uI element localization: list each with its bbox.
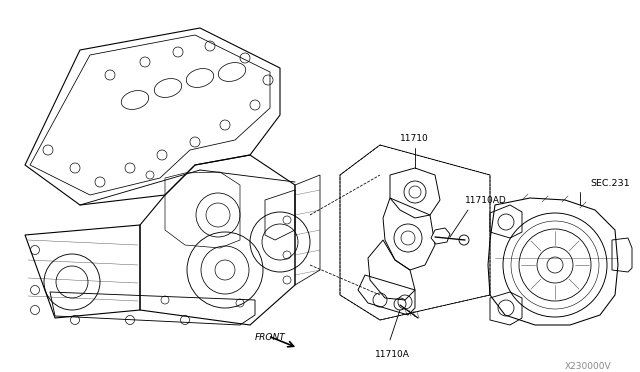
Text: 11710: 11710 (400, 134, 429, 143)
Text: 11710AD: 11710AD (465, 196, 507, 205)
Polygon shape (431, 228, 450, 244)
Text: FRONT: FRONT (255, 333, 285, 342)
Text: X230000V: X230000V (565, 362, 612, 371)
Text: SEC.231: SEC.231 (590, 179, 630, 188)
Text: 11710A: 11710A (375, 350, 410, 359)
